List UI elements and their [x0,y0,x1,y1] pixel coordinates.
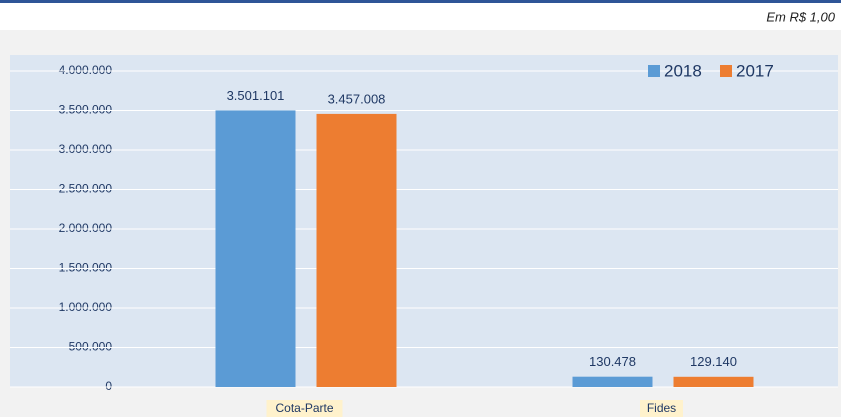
data-label: 130.478 [589,354,636,369]
plot-area [10,55,838,387]
data-label: 3.501.101 [227,88,285,103]
category-label-bg [640,400,683,417]
bar [316,113,397,388]
legend-label: 2017 [736,61,774,80]
data-label: 129.140 [690,354,737,369]
bar [572,376,653,387]
bar [215,110,296,387]
y-tick-label: 3.500.000 [59,103,113,117]
y-tick-label: 2.000.000 [59,221,113,235]
y-tick-label: 4.000.000 [59,63,113,77]
legend-label: 2018 [664,61,702,80]
y-tick-label: 3.000.000 [59,142,113,156]
legend-swatch [648,65,660,77]
top-rule [0,0,841,3]
y-tick-label: 1.000.000 [59,300,113,314]
y-tick-label: 2.500.000 [59,182,113,196]
y-tick-label: 500.000 [69,340,113,354]
y-tick-label: 0 [105,379,112,393]
category-label-bg [266,400,343,417]
x-tick-label: Cota-Parte [275,401,333,415]
bar [673,376,754,387]
legend-swatch [720,65,732,77]
x-tick-label: Fides [647,401,676,415]
unit-note: Em R$ 1,00 [766,9,835,24]
data-label: 3.457.008 [328,91,386,106]
y-tick-label: 1.500.000 [59,261,113,275]
